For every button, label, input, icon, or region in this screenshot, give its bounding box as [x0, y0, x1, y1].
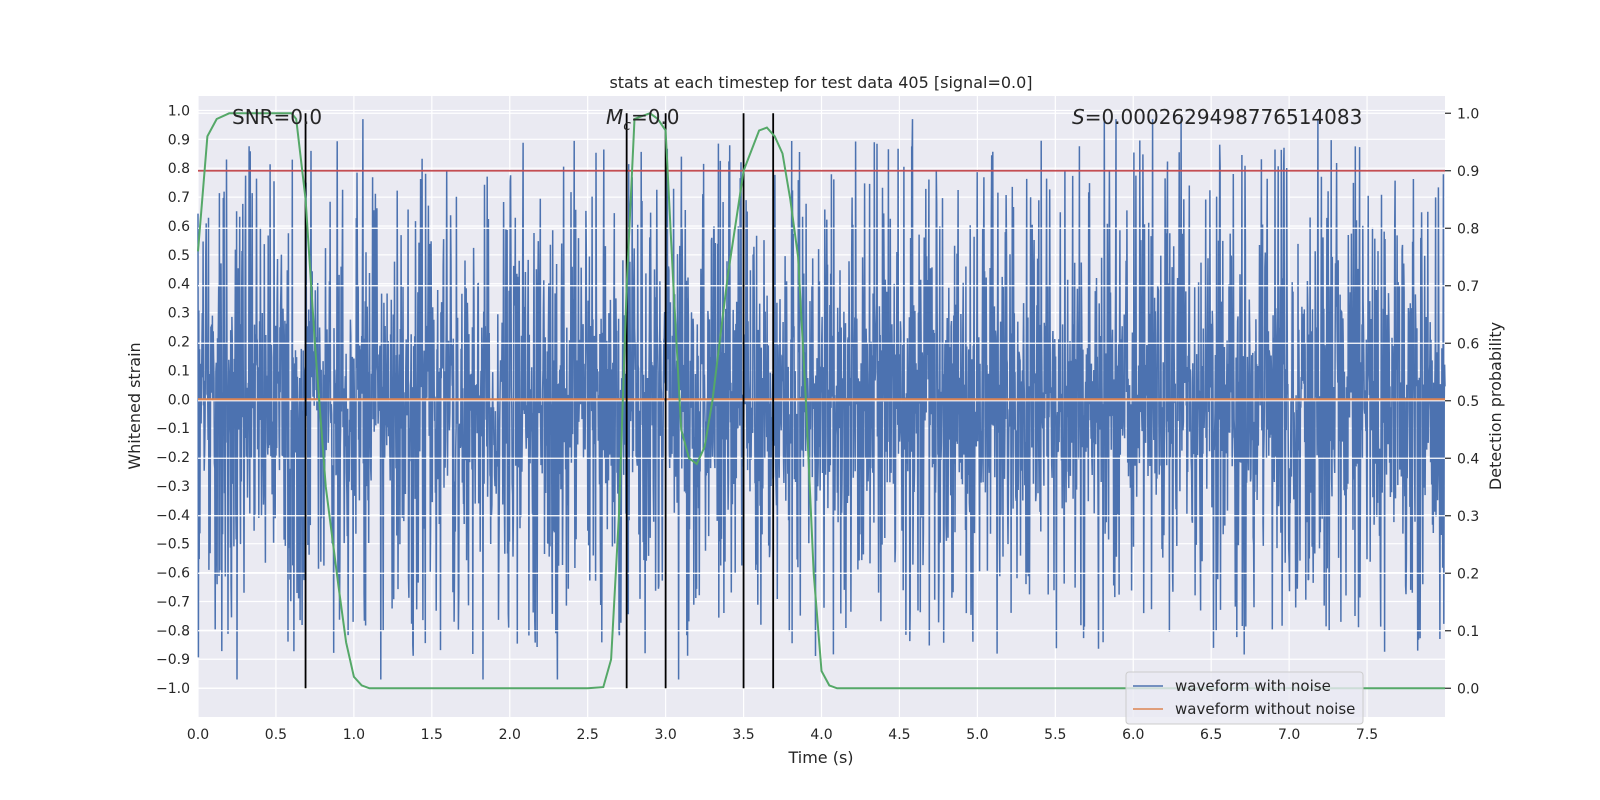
y2-tick-label: 0.9	[1457, 164, 1479, 180]
y-tick-label: 0.1	[168, 363, 190, 379]
y2-tick-label: 0.5	[1457, 394, 1479, 410]
y2-tick-label: 1.0	[1457, 106, 1479, 122]
y-tick-label: 1.0	[168, 103, 190, 119]
detection-probability-line	[197, 112, 1445, 690]
x-tick-label: 0.5	[265, 727, 287, 743]
y2-tick-label: 0.4	[1457, 451, 1479, 467]
y-axis-label: Whitened strain	[125, 342, 144, 469]
x-tick-label: 6.5	[1200, 727, 1222, 743]
snr-annotation: SNR=0.0	[232, 105, 322, 129]
y-tick-label: 0.8	[168, 161, 190, 177]
x-tick-label: 5.0	[966, 727, 988, 743]
legend-label-noise: waveform with noise	[1175, 677, 1331, 695]
y-tick-label: 0.9	[168, 132, 190, 148]
y2-tick-label: 0.3	[1457, 509, 1479, 525]
chirp-mass-subscript: c	[623, 118, 631, 134]
y-tick-label: 0.2	[168, 335, 190, 351]
y2-tick-label: 0.1	[1457, 624, 1479, 640]
y-tick-label: 0.3	[168, 306, 190, 322]
x-tick-label: 0.0	[187, 727, 209, 743]
x-tick-label: 1.0	[343, 727, 365, 743]
x-tick-label: 4.0	[810, 727, 832, 743]
y-tick-label: −0.7	[156, 594, 190, 610]
y2-tick-label: 0.8	[1457, 221, 1479, 237]
y-tick-label: −0.5	[156, 537, 190, 553]
waveform-with-noise-series	[197, 119, 1446, 680]
y-tick-label: −1.0	[156, 681, 190, 697]
s-annotation: S=0.0002629498776514083	[1072, 105, 1362, 129]
y-tick-label: 0.4	[168, 277, 190, 293]
y-tick-label: −0.6	[156, 566, 190, 582]
y-tick-label: −0.8	[156, 623, 190, 639]
x-tick-label: 1.5	[421, 727, 443, 743]
chirp-mass-annotation: Mc=0.0	[606, 105, 680, 134]
chirp-mass-value: =0.0	[631, 105, 680, 129]
x-tick-label: 5.5	[1044, 727, 1066, 743]
y2-tick-label: 0.0	[1457, 681, 1479, 697]
y-tick-label: 0.0	[168, 392, 190, 408]
x-tick-label: 6.0	[1122, 727, 1144, 743]
y2-tick-label: 0.2	[1457, 566, 1479, 582]
y-tick-label: 0.5	[168, 248, 190, 264]
s-value: =0.0002629498776514083	[1085, 105, 1363, 129]
y-tick-label: −0.1	[156, 421, 190, 437]
chart-title: stats at each timestep for test data 405…	[609, 73, 1032, 92]
legend-label-clean: waveform without noise	[1175, 700, 1355, 718]
x-tick-label: 2.0	[499, 727, 521, 743]
legend-box	[1125, 671, 1364, 725]
y-tick-label: −0.3	[156, 479, 190, 495]
y2-tick-label: 0.7	[1457, 279, 1479, 295]
overlay-lines	[197, 112, 1445, 690]
x-tick-label: 7.5	[1356, 727, 1378, 743]
y-tick-label: −0.9	[156, 652, 190, 668]
waveform-with-noise-line	[197, 119, 1446, 680]
y2-tick-label: 0.6	[1457, 336, 1479, 352]
y-tick-label: 0.7	[168, 190, 190, 206]
legend: waveform with noise waveform without noi…	[1125, 671, 1364, 725]
x-tick-label: 2.5	[577, 727, 599, 743]
chirp-mass-symbol: M	[606, 105, 623, 129]
x-tick-label: 3.0	[654, 727, 676, 743]
x-tick-label: 7.0	[1278, 727, 1300, 743]
y-tick-label: −0.2	[156, 450, 190, 466]
x-tick-label: 4.5	[888, 727, 910, 743]
axis-ticks: 0.0 0.5 1.0 1.5 2.0 2.5 3.0 3.5 4.0 4.5 5.0 5.5 6.0 6…	[156, 103, 1479, 743]
x-axis-label: Time (s)	[787, 748, 853, 767]
s-symbol: S	[1072, 105, 1085, 129]
x-tick-label: 3.5	[732, 727, 754, 743]
y-tick-label: 0.6	[168, 219, 190, 235]
y2-axis-label: Detection probability	[1486, 322, 1505, 490]
y-tick-label: −0.4	[156, 508, 190, 524]
